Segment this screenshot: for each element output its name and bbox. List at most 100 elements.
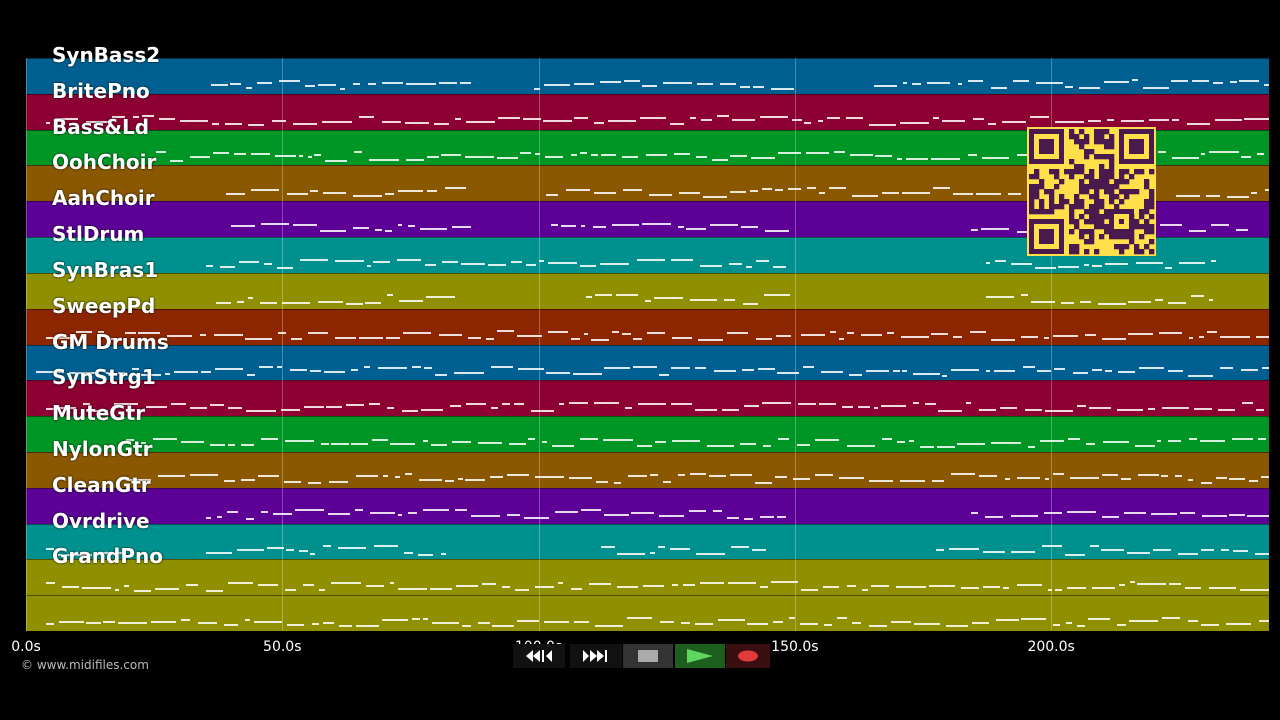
note-mark (403, 331, 431, 334)
note-mark (807, 187, 816, 190)
note-mark (862, 589, 868, 592)
note-mark (699, 582, 724, 585)
note-mark (925, 402, 936, 405)
note-mark (643, 585, 665, 588)
note-mark (1200, 439, 1225, 442)
note-mark (1191, 79, 1209, 82)
time-gridline (26, 58, 27, 631)
note-mark (901, 335, 930, 338)
note-mark (882, 192, 900, 195)
note-mark (561, 224, 576, 227)
note-mark (165, 373, 171, 376)
record-icon (738, 650, 758, 662)
rewind-button[interactable] (513, 644, 565, 668)
note-mark (555, 511, 579, 514)
note-mark (729, 190, 747, 193)
note-mark (594, 121, 605, 124)
note-mark (1092, 368, 1102, 371)
note-mark (896, 585, 926, 588)
note-mark (423, 509, 449, 512)
note-mark (215, 367, 244, 370)
note-mark (477, 441, 503, 444)
note-mark (454, 372, 484, 375)
note-mark (979, 408, 996, 411)
note-mark (1194, 408, 1212, 411)
note-mark (1216, 477, 1228, 480)
note-mark (612, 224, 639, 227)
note-mark (805, 151, 830, 154)
note-mark (1079, 87, 1101, 90)
note-mark (942, 374, 947, 377)
note-mark (385, 192, 395, 195)
note-mark (426, 189, 438, 192)
note-mark (92, 409, 108, 412)
note-mark (654, 441, 666, 444)
note-mark (486, 337, 494, 340)
note-mark (516, 335, 543, 338)
note-mark (752, 86, 764, 89)
note-mark (972, 622, 990, 625)
note-mark (982, 550, 1006, 553)
note-mark (257, 81, 273, 84)
note-mark (455, 509, 467, 512)
note-mark (1054, 368, 1066, 371)
note-mark (771, 581, 798, 584)
note-mark (545, 155, 564, 158)
note-mark (1211, 260, 1216, 263)
note-mark (946, 624, 969, 627)
note-mark (82, 587, 112, 590)
note-mark (310, 189, 318, 192)
note-mark (1077, 405, 1087, 408)
note-mark (1186, 123, 1211, 126)
note-mark (358, 336, 383, 339)
note-mark (402, 410, 418, 413)
stop-button[interactable] (623, 644, 673, 668)
track-label: GM Drums (52, 329, 169, 354)
note-mark (180, 119, 208, 122)
note-mark (600, 153, 616, 156)
note-mark (869, 480, 894, 483)
note-mark (541, 440, 547, 443)
lane-divider (26, 595, 1269, 597)
note-mark (803, 121, 812, 124)
note-mark (516, 620, 539, 623)
note-mark (245, 338, 272, 341)
note-mark (984, 516, 1003, 519)
note-mark (206, 265, 213, 268)
note-mark (1174, 475, 1182, 478)
play-button[interactable] (675, 644, 725, 668)
note-mark (930, 158, 960, 161)
note-mark (1065, 621, 1073, 624)
note-mark (345, 303, 364, 306)
note-mark (542, 119, 572, 122)
fast-forward-button[interactable] (570, 644, 622, 668)
note-mark (747, 623, 768, 626)
note-mark (659, 373, 669, 376)
note-mark (467, 337, 482, 340)
note-mark (1088, 406, 1112, 409)
note-mark (1120, 119, 1145, 122)
note-mark (539, 260, 544, 263)
note-mark (892, 369, 900, 372)
note-mark (829, 330, 836, 333)
note-mark (1217, 408, 1236, 411)
note-mark (260, 510, 269, 513)
note-mark (1065, 85, 1074, 88)
note-mark (1176, 194, 1200, 197)
note-mark (849, 153, 873, 156)
note-mark (1088, 120, 1102, 123)
note-mark (847, 584, 856, 587)
track-label: Ovrdrive (52, 508, 150, 533)
note-mark (322, 545, 331, 548)
note-mark (966, 402, 972, 405)
record-button[interactable] (726, 644, 770, 668)
qr-code-icon[interactable] (1027, 127, 1156, 256)
note-mark (210, 403, 224, 406)
note-mark (352, 227, 370, 230)
note-mark (1241, 155, 1252, 158)
note-mark (1160, 474, 1169, 477)
note-mark (1255, 409, 1265, 412)
note-mark (124, 331, 137, 334)
note-mark (1221, 549, 1229, 552)
note-mark (1020, 294, 1028, 297)
